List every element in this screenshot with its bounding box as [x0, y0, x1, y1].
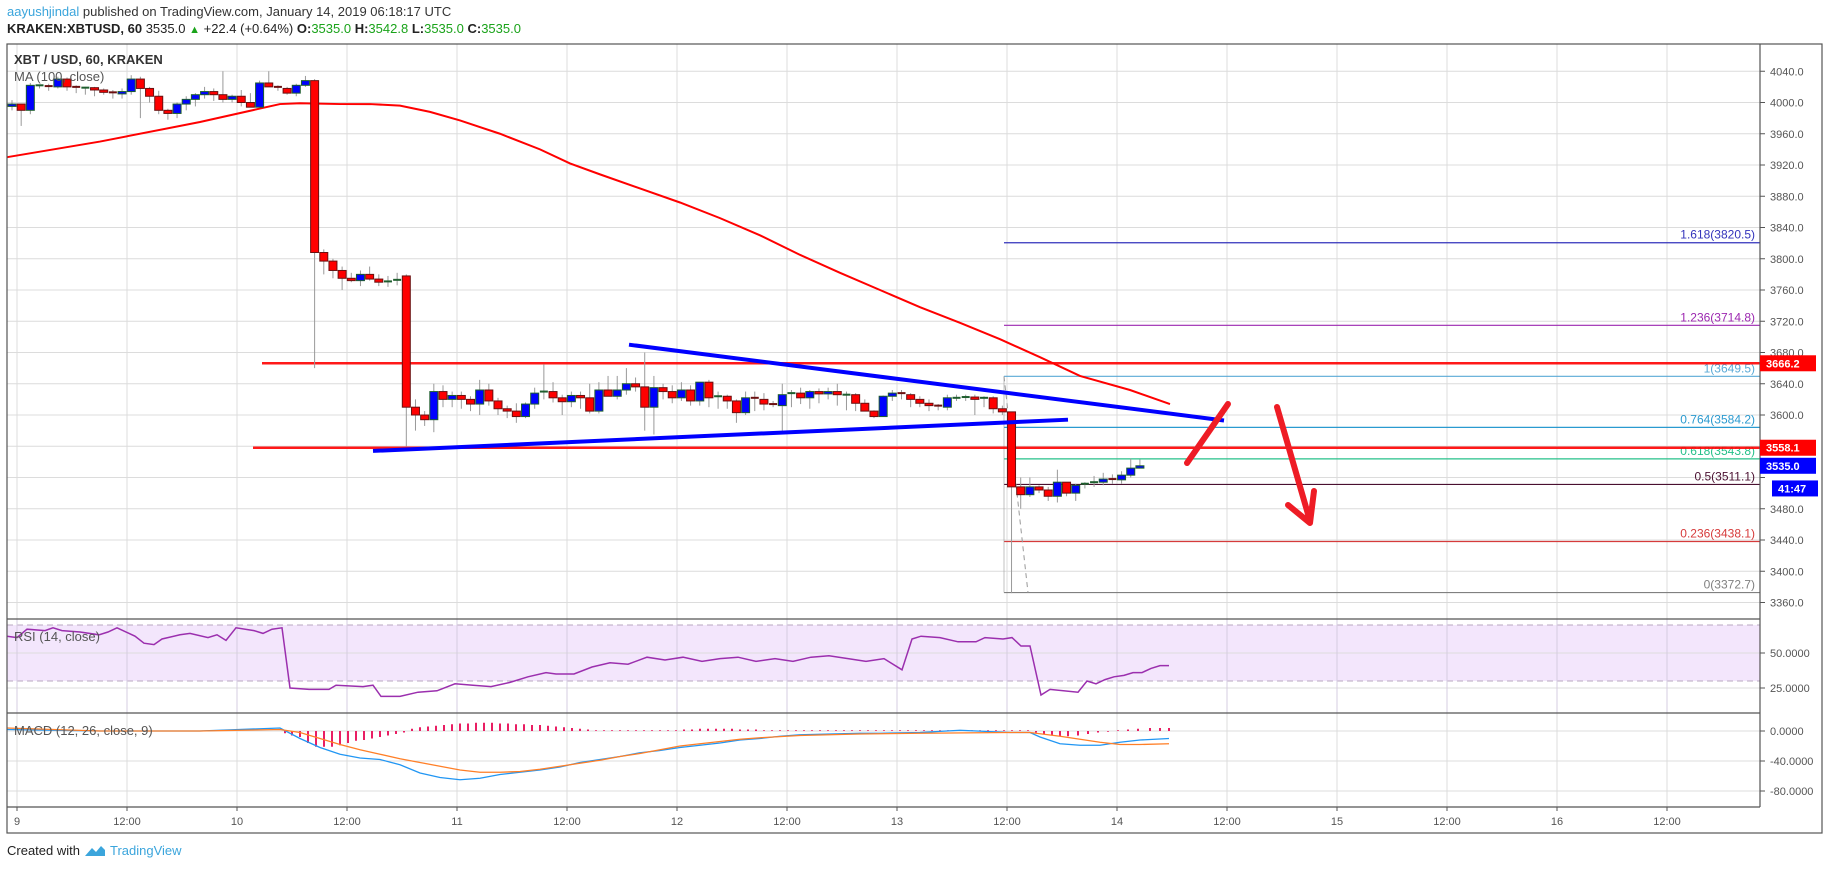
- svg-text:3360.0: 3360.0: [1770, 598, 1804, 610]
- close-value: 3535.0: [481, 21, 521, 36]
- svg-text:12:00: 12:00: [773, 816, 801, 828]
- svg-text:4000.0: 4000.0: [1770, 98, 1804, 110]
- price-change: +22.4 (+0.64%): [203, 21, 294, 36]
- svg-text:13: 13: [891, 816, 903, 828]
- tradingview-logo-icon: [84, 845, 105, 856]
- open-label: O:: [296, 21, 312, 36]
- trendlines[interactable]: [372, 342, 1225, 453]
- symbol-info: KRAKEN:XBTUSD, 60 3535.0 ▲ +22.4 (+0.64%…: [7, 21, 521, 36]
- svg-text:4040.0: 4040.0: [1770, 66, 1804, 78]
- svg-text:50.0000: 50.0000: [1770, 648, 1810, 660]
- arrow-down-icon[interactable]: [1274, 404, 1317, 526]
- support-resistance-lines[interactable]: [253, 362, 1760, 449]
- svg-text:3920.0: 3920.0: [1770, 160, 1804, 172]
- svg-text:3760.0: 3760.0: [1770, 285, 1804, 297]
- up-triangle-icon: ▲: [189, 24, 200, 36]
- svg-text:3960.0: 3960.0: [1770, 129, 1804, 141]
- svg-text:10: 10: [231, 816, 243, 828]
- svg-text:3640.0: 3640.0: [1770, 379, 1804, 391]
- axes: 4040.0 4000.0 3960.0 3920.0 3880.0 3840.0 3800…: [6, 43, 1823, 834]
- svg-text:41:47: 41:47: [1778, 483, 1806, 495]
- macd-label: MACD (12, 26, close, 9): [14, 723, 153, 738]
- svg-text:-80.0000: -80.0000: [1770, 786, 1813, 798]
- svg-text:0.0000: 0.0000: [1770, 726, 1804, 738]
- macd-pane: [6, 722, 1760, 792]
- published-text: published on TradingView.com, January 14…: [79, 4, 452, 19]
- svg-text:12: 12: [671, 816, 683, 828]
- svg-text:0.236(3438.1): 0.236(3438.1): [1680, 526, 1755, 540]
- svg-text:25.0000: 25.0000: [1770, 683, 1810, 695]
- svg-text:0.618(3543.8): 0.618(3543.8): [1680, 444, 1755, 458]
- svg-text:3440.0: 3440.0: [1770, 535, 1804, 547]
- close-label: C:: [467, 21, 482, 36]
- rsi-pane: [6, 619, 1760, 713]
- svg-text:-40.0000: -40.0000: [1770, 756, 1813, 768]
- svg-text:11: 11: [451, 816, 462, 828]
- author-link[interactable]: aayushjindal: [7, 4, 80, 19]
- created-with-text: Created with: [7, 843, 80, 858]
- svg-text:1.618(3820.5): 1.618(3820.5): [1680, 228, 1755, 242]
- footer: Created with TradingView: [7, 843, 182, 858]
- open-value: 3535.0: [311, 21, 352, 36]
- svg-text:1.236(3714.8): 1.236(3714.8): [1680, 310, 1755, 324]
- low-label: L:: [411, 21, 425, 36]
- svg-text:9: 9: [14, 816, 20, 828]
- svg-text:3840.0: 3840.0: [1770, 223, 1804, 235]
- ma-label: MA (100, close): [14, 69, 104, 84]
- svg-text:3535.0: 3535.0: [1766, 461, 1800, 473]
- arrow-up-icon[interactable]: [1184, 401, 1231, 466]
- svg-text:15: 15: [1331, 816, 1343, 828]
- tradingview-link[interactable]: TradingView: [109, 843, 182, 858]
- svg-text:0.764(3584.2): 0.764(3584.2): [1680, 412, 1755, 426]
- publish-info: aayushjindal published on TradingView.co…: [7, 4, 451, 19]
- svg-text:3880.0: 3880.0: [1770, 191, 1804, 203]
- svg-text:12:00: 12:00: [993, 816, 1021, 828]
- svg-text:12:00: 12:00: [1213, 816, 1241, 828]
- svg-text:3800.0: 3800.0: [1770, 254, 1804, 266]
- svg-text:14: 14: [1111, 816, 1123, 828]
- high-label: H:: [354, 21, 369, 36]
- low-value: 3535.0: [424, 21, 464, 36]
- chart-title: XBT / USD, 60, KRAKEN: [14, 52, 163, 67]
- svg-text:3480.0: 3480.0: [1770, 504, 1804, 516]
- high-value: 3542.8: [368, 21, 409, 36]
- last-price: 3535.0: [145, 21, 186, 36]
- svg-text:3558.1: 3558.1: [1766, 443, 1800, 455]
- annotation-arrows[interactable]: [1184, 401, 1317, 526]
- svg-text:12:00: 12:00: [113, 816, 141, 828]
- svg-text:0(3372.7): 0(3372.7): [1704, 578, 1755, 592]
- chart-grid: [7, 44, 1760, 807]
- svg-text:3400.0: 3400.0: [1770, 566, 1804, 578]
- symbol-label: KRAKEN:XBTUSD, 60: [7, 21, 143, 36]
- svg-text:3666.2: 3666.2: [1766, 358, 1800, 370]
- svg-text:12:00: 12:00: [1433, 816, 1461, 828]
- svg-text:12:00: 12:00: [553, 816, 581, 828]
- svg-text:3720.0: 3720.0: [1770, 316, 1804, 328]
- svg-text:12:00: 12:00: [1653, 816, 1681, 828]
- svg-text:0.5(3511.1): 0.5(3511.1): [1695, 469, 1756, 483]
- svg-text:3600.0: 3600.0: [1770, 410, 1804, 422]
- ma100-line: [6, 102, 1171, 406]
- svg-text:12:00: 12:00: [333, 816, 361, 828]
- svg-text:16: 16: [1551, 816, 1563, 828]
- rsi-label: RSI (14, close): [14, 629, 100, 644]
- candlesticks: [7, 71, 1145, 594]
- svg-text:1(3649.5): 1(3649.5): [1704, 361, 1755, 375]
